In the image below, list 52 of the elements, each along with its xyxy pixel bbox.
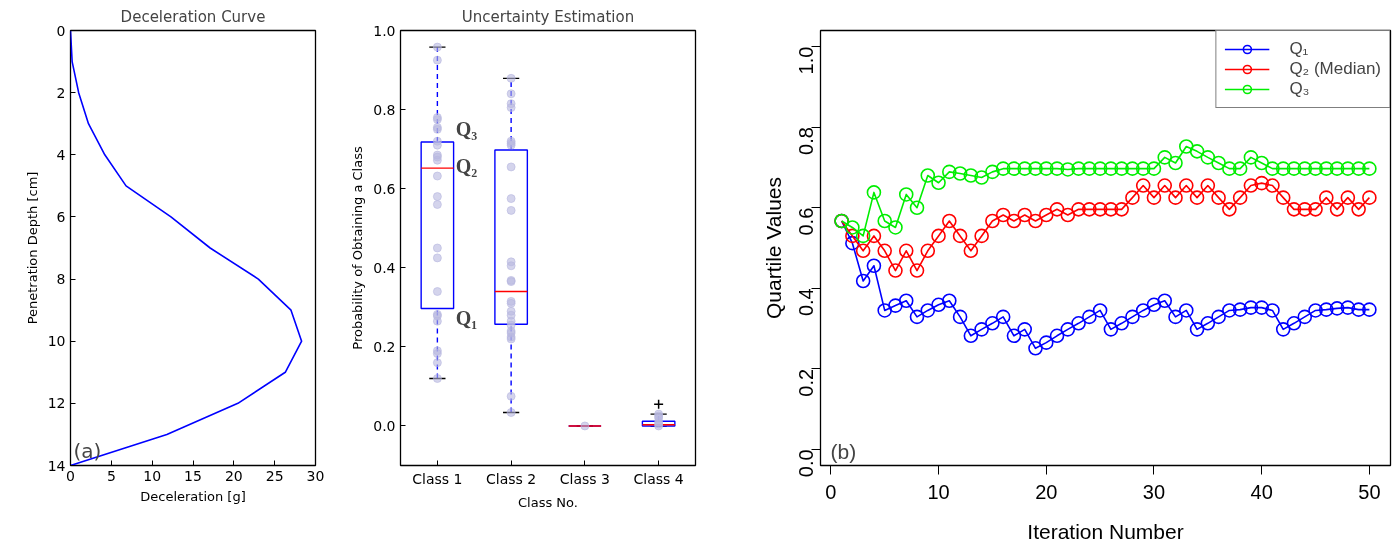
y-axis-title: Quartile Values: [761, 176, 785, 320]
annotation: (a): [73, 438, 102, 463]
legend-label: Q₂ (Median): [1289, 59, 1381, 79]
x-tick-label: Class 4: [633, 470, 684, 487]
x-tick-label: 50: [1358, 480, 1381, 503]
chart-title: Deceleration Curve: [120, 7, 266, 26]
legend-label: Q₃: [1289, 79, 1310, 99]
annotation: Q₂: [455, 155, 478, 178]
y-axis-title: Penetration Depth [cm]: [24, 171, 40, 325]
y-axis-title: Probability of Obtaining a Class: [350, 146, 366, 350]
y-tick-label: 0.2: [373, 338, 396, 355]
x-tick-label: Class 1: [412, 470, 463, 487]
y-tick-label: 0.6: [373, 180, 396, 197]
y-tick-label: 0.2: [795, 368, 818, 397]
y-tick-label: 6: [56, 208, 66, 225]
y-tick-label: 0.8: [373, 101, 396, 118]
x-tick-label: 30: [1142, 480, 1166, 503]
y-tick-label: 1.0: [795, 46, 818, 75]
y-tick-label: 0.6: [795, 207, 818, 236]
x-tick-label: Class 3: [559, 470, 610, 487]
y-tick-label: 0.0: [373, 417, 396, 434]
x-tick-label: 20: [224, 467, 243, 484]
x-axis-title: Iteration Number: [1027, 519, 1184, 543]
y-tick-label: 0.4: [795, 288, 818, 317]
y-tick-label: 4: [56, 146, 66, 163]
y-tick-label: 14: [47, 457, 66, 474]
legend-label: Q₁: [1289, 39, 1310, 59]
y-tick-label: 12: [47, 395, 66, 412]
x-tick-label: 10: [927, 480, 950, 503]
y-tick-label: 0.8: [795, 127, 818, 155]
chart-title: Uncertainty Estimation: [461, 7, 635, 26]
x-axis-title: Deceleration [g]: [140, 488, 246, 504]
y-tick-label: 1.0: [373, 22, 396, 39]
x-tick-label: 30: [306, 467, 325, 484]
annotation: Q₁: [455, 306, 478, 329]
x-axis-title: Class No.: [518, 494, 578, 510]
x-tick-label: 40: [1250, 480, 1273, 503]
y-tick-label: 0: [56, 22, 66, 39]
y-tick-label: 8: [56, 271, 66, 288]
y-tick-label: 0.0: [795, 449, 818, 478]
y-tick-label: 2: [56, 84, 66, 101]
y-tick-label: 0.4: [373, 259, 396, 276]
x-tick-label: 5: [106, 467, 116, 484]
annotation: (b): [830, 439, 857, 463]
y-tick-label: 10: [47, 333, 66, 350]
x-tick-label: 10: [143, 467, 162, 484]
x-tick-label: 15: [184, 467, 202, 484]
annotation: Q₃: [455, 118, 478, 141]
x-tick-label: 20: [1035, 480, 1058, 503]
x-tick-label: 0: [825, 480, 837, 503]
x-tick-label: Class 2: [486, 470, 537, 487]
x-tick-label: 25: [265, 467, 284, 484]
